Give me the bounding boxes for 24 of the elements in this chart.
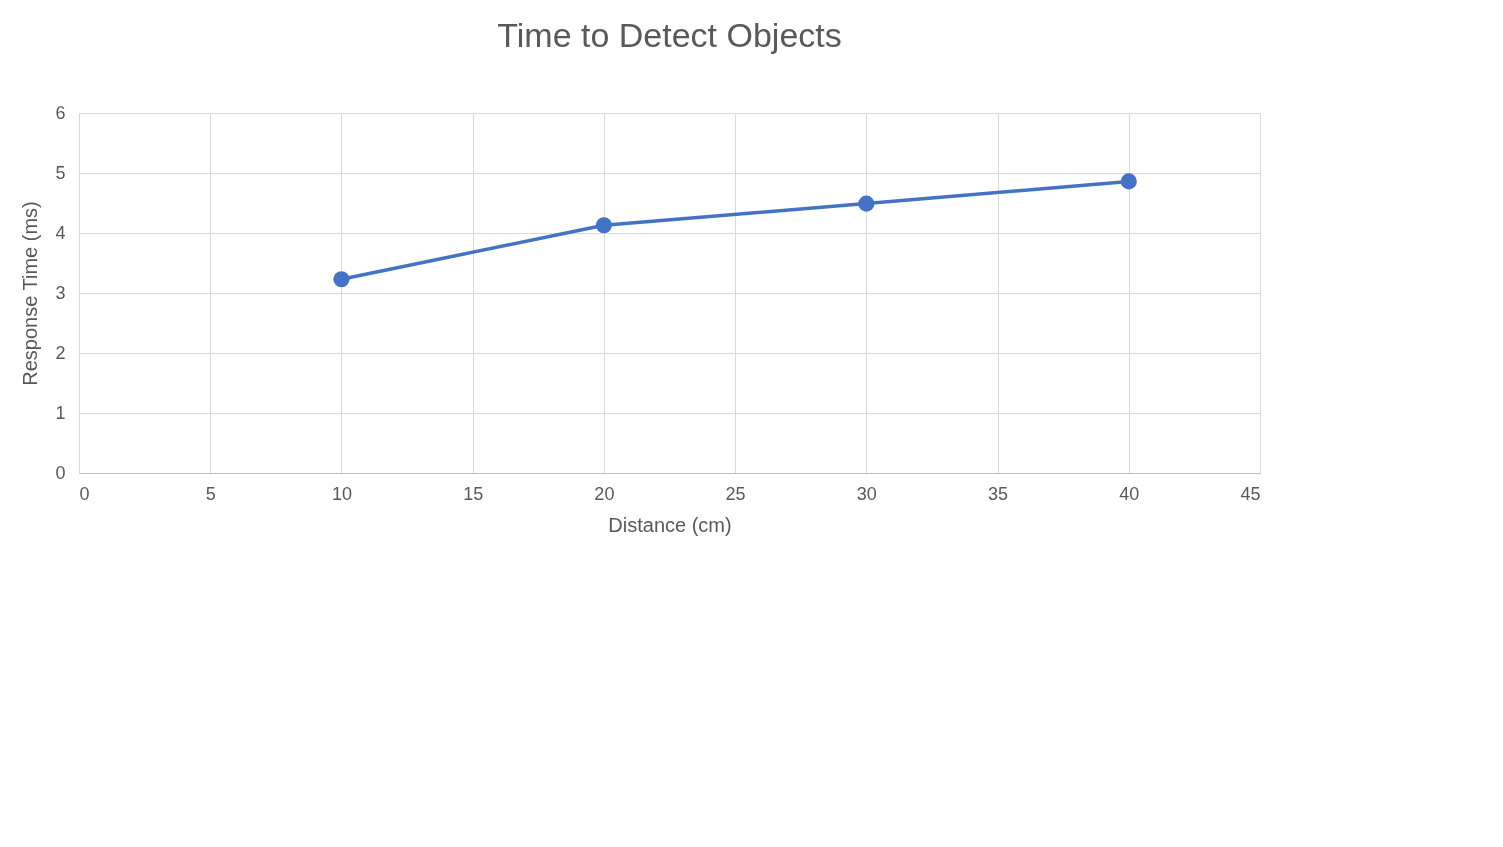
y-axis-title: Response Time (ms): [19, 201, 42, 386]
x-tick-label: 45: [1240, 483, 1261, 504]
x-tick-label: 15: [463, 483, 484, 504]
x-tick-label: 25: [725, 483, 746, 504]
point: [858, 195, 875, 212]
x-tick-label: 20: [594, 483, 615, 504]
y-tick-label: 4: [55, 222, 66, 243]
x-tick-label: 35: [988, 483, 1009, 504]
chart-title: Time to Detect Objects: [497, 16, 842, 54]
x-tick-label: 5: [205, 483, 216, 504]
point: [333, 271, 350, 288]
y-tick-label: 2: [55, 342, 66, 363]
x-tick-label: 30: [856, 483, 877, 504]
y-tick-label: 5: [55, 162, 66, 183]
point: [1120, 173, 1137, 190]
y-tick-label: 6: [55, 102, 66, 123]
y-tick-label: 1: [55, 402, 66, 423]
x-tick-label: 40: [1119, 483, 1140, 504]
x-tick-label: 10: [331, 483, 352, 504]
x-tick-label: 0: [79, 483, 90, 504]
y-tick-label: 3: [55, 282, 66, 303]
x-axis-title: Distance (cm): [608, 513, 732, 536]
point: [595, 217, 612, 234]
y-tick-label: 0: [55, 462, 66, 483]
